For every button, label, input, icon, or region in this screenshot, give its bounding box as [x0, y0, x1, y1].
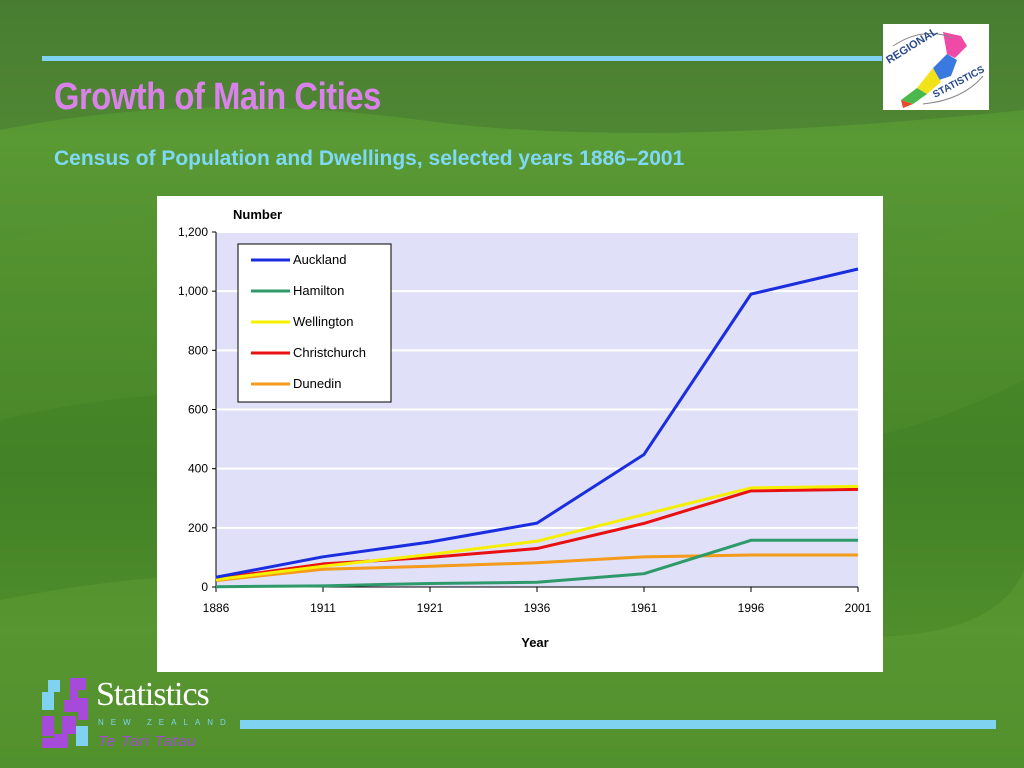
legend-label-auckland: Auckland [293, 252, 346, 267]
series-line-hamilton [215, 538, 858, 589]
top-rule [42, 56, 882, 61]
series-line-auckland [215, 267, 859, 579]
x-axis-title: Year [521, 635, 548, 650]
series-line-wellington [215, 484, 859, 582]
y-tick-label: 1,000 [178, 284, 208, 298]
stats-nz-logo-mark [42, 678, 88, 748]
regional-statistics-logo: REGIONAL STATISTICS [883, 24, 989, 110]
y-axis-title: Number [233, 207, 282, 222]
y-tick-label: 1,200 [178, 225, 208, 239]
y-tick-label: 400 [188, 462, 208, 476]
chart-container: Number Year 0 200 400 600 800 1,000 1,200 1886 1… [157, 196, 883, 672]
legend-label-dunedin: Dunedin [293, 376, 341, 391]
y-tick-label: 800 [188, 343, 208, 357]
y-tick-label: 200 [188, 521, 208, 535]
x-tick-label: 1921 [417, 601, 444, 615]
regional-logo-text: REGIONAL [884, 25, 940, 66]
x-tick-label: 1886 [203, 601, 230, 615]
stats-nz-maori-name: Te Tari Tatau [98, 733, 197, 750]
x-tick-label: 1936 [524, 601, 551, 615]
x-tick-label: 2001 [845, 601, 872, 615]
series-line-dunedin [215, 553, 858, 582]
legend-label-wellington: Wellington [293, 314, 353, 329]
x-tick-label: 1996 [738, 601, 765, 615]
y-tick-label: 600 [188, 403, 208, 417]
population-line-chart: Number Year 0 200 400 600 800 1,000 1,200 1886 1… [178, 207, 872, 650]
legend-label-hamilton: Hamilton [293, 283, 344, 298]
legend-label-christchurch: Christchurch [293, 345, 366, 360]
bottom-rule [240, 720, 996, 729]
series-line-christchurch [215, 487, 859, 581]
slide-subtitle: Census of Population and Dwellings, sele… [54, 147, 685, 170]
stats-nz-wordmark: Statistics [96, 676, 210, 713]
y-tick-label: 0 [201, 580, 208, 594]
slide-title: Growth of Main Cities [54, 76, 381, 118]
x-tick-label: 1961 [631, 601, 658, 615]
stats-nz-country: NEW ZEALAND [98, 718, 233, 727]
x-tick-label: 1911 [310, 601, 336, 615]
